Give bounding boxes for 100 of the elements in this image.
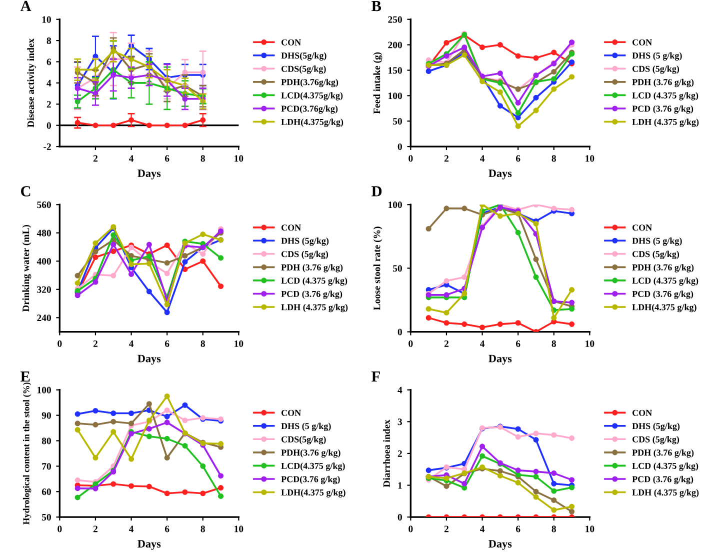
x-tick-label: 8 xyxy=(200,340,205,347)
x-axis-title: Days xyxy=(138,170,161,180)
y-tick-label: 400 xyxy=(36,258,51,265)
legend-label: PCD (3.76 g/kg) xyxy=(632,290,694,299)
legend-label: CDS (5g/kg) xyxy=(632,250,680,260)
x-axis-title: Days xyxy=(488,540,512,550)
x-tick-label: 4 xyxy=(480,526,485,532)
x-tick-label: 10 xyxy=(234,340,244,347)
y-tick-label: 8 xyxy=(46,37,52,44)
x-tick-label: 10 xyxy=(586,340,594,347)
y-tick-label: 10 xyxy=(42,16,51,23)
legend-label: PDH (3.76 g/kg) xyxy=(281,264,343,272)
legend-label: CON xyxy=(632,410,652,416)
x-tick-label: 0 xyxy=(408,526,413,532)
y-tick-label: 240 xyxy=(37,314,51,322)
y-tick-label: 2 xyxy=(46,101,51,108)
legend-label: CDS (5g/kg) xyxy=(281,250,328,260)
x-tick-label: 8 xyxy=(200,526,205,532)
y-axis-title: Diarrhoea index xyxy=(383,420,390,488)
legend-label: LDH (4.375 g/kg) xyxy=(632,489,699,498)
legend-label: DHS(5g/kg) xyxy=(281,52,326,61)
chart-title: C xyxy=(21,186,30,196)
chart-title: E xyxy=(20,372,30,382)
y-tick-label: 4 xyxy=(46,80,52,86)
legend-label: DHS (5g/kg) xyxy=(632,422,680,432)
legend-label: DHS (5 g/kg) xyxy=(281,422,331,432)
y-tick-label: 100 xyxy=(38,386,51,394)
x-tick-label: 0 xyxy=(408,340,413,347)
x-tick-label: 8 xyxy=(552,340,556,347)
legend-label: LCD(4.375 g/kg) xyxy=(281,462,345,471)
y-tick-label: 60 xyxy=(42,488,51,496)
y-tick-label: 50 xyxy=(393,265,402,272)
y-tick-label: 0 xyxy=(398,514,402,521)
x-tick-label: 10 xyxy=(586,155,594,162)
legend-label: PDH (3.76 g/kg) xyxy=(632,264,694,272)
x-tick-label: 8 xyxy=(552,155,556,162)
x-axis-title: Days xyxy=(138,354,161,365)
legend-label: LDH (4.375 g/kg) xyxy=(281,304,348,312)
x-tick-label: 10 xyxy=(586,526,594,532)
x-tick-label: 4 xyxy=(480,340,485,347)
x-tick-label: 4 xyxy=(128,340,134,347)
x-axis-title: Days xyxy=(138,540,161,550)
y-tick-label: 3 xyxy=(398,418,402,426)
y-tick-label: 50 xyxy=(42,514,51,521)
legend-label: CON xyxy=(632,39,652,46)
legend-label: CDS (5g/kg) xyxy=(632,66,680,74)
legend-label: LCD (4.375 g/kg) xyxy=(281,277,348,286)
x-tick-label: 4 xyxy=(128,155,134,162)
legend-label: CON xyxy=(281,224,301,231)
y-tick-label: 560 xyxy=(37,202,51,208)
x-tick-label: 2 xyxy=(444,155,448,162)
legend-label: LCD (4.375 g/kg) xyxy=(632,462,698,471)
y-axis-title: Loose stool rate (%) xyxy=(373,226,382,310)
legend-label: DHS (5 g/kg) xyxy=(632,52,682,61)
y-axis-title: Hydrological content in the stool (%) xyxy=(22,382,32,525)
legend-label: CDS(5g/kg) xyxy=(281,436,326,444)
x-tick-label: 6 xyxy=(516,526,520,532)
y-tick-label: 50 xyxy=(393,118,402,125)
legend-label: DHS (5 g/kg) xyxy=(632,238,682,246)
legend-label: LDH(4.375g/kg) xyxy=(281,118,344,127)
legend-label: CON xyxy=(632,224,652,231)
x-tick-label: 6 xyxy=(516,155,520,162)
y-tick-label: 1 xyxy=(398,482,402,489)
legend-label: CDS(5g/kg) xyxy=(281,66,326,74)
y-tick-label: 80 xyxy=(42,438,51,444)
legend-label: PCD(3.76 g/kg) xyxy=(281,476,340,484)
y-tick-label: 320 xyxy=(37,286,51,293)
legend-label: PDH(3.76 g/kg) xyxy=(281,449,340,458)
legend-label: PDH (3.76 g/kg) xyxy=(632,449,694,458)
x-tick-label: 2 xyxy=(444,340,448,347)
y-tick-label: 150 xyxy=(388,67,402,74)
y-tick-label: 0 xyxy=(398,328,402,336)
legend-label: CDS (5g/kg) xyxy=(632,436,680,444)
y-tick-label: 0 xyxy=(46,122,51,129)
y-tick-label: 100 xyxy=(388,202,402,208)
x-tick-label: 6 xyxy=(164,526,170,532)
x-tick-label: 0 xyxy=(58,340,62,347)
x-tick-label: 4 xyxy=(480,155,485,162)
legend-label: PCD (3.76 g/kg) xyxy=(632,105,694,114)
y-tick-label: 0 xyxy=(398,143,402,150)
legend-label: LCD (4.375 g/kg) xyxy=(632,92,698,100)
legend-label: LCD (4.375 g/kg) xyxy=(632,277,698,286)
y-tick-label: 6 xyxy=(46,58,52,66)
chart-title: D xyxy=(372,186,382,196)
legend-label: LDH(4.375 g/kg) xyxy=(281,489,346,498)
x-tick-label: 6 xyxy=(516,340,520,347)
y-tick-label: 2 xyxy=(398,450,402,457)
x-tick-label: 4 xyxy=(128,526,134,532)
legend-label: CON xyxy=(281,39,301,46)
x-tick-label: 10 xyxy=(234,155,244,162)
y-axis-title: Disease activity index xyxy=(27,38,36,128)
x-tick-label: 6 xyxy=(164,155,170,162)
y-tick-label: 480 xyxy=(36,230,51,236)
x-tick-label: 8 xyxy=(200,155,205,162)
y-tick-label: 4 xyxy=(398,386,402,394)
x-tick-label: 2 xyxy=(93,526,98,532)
y-tick-label: 200 xyxy=(388,42,402,48)
x-tick-label: 6 xyxy=(164,340,170,347)
y-tick-label: -2 xyxy=(44,143,51,150)
y-axis-title: Feed intake (g) xyxy=(373,52,382,114)
